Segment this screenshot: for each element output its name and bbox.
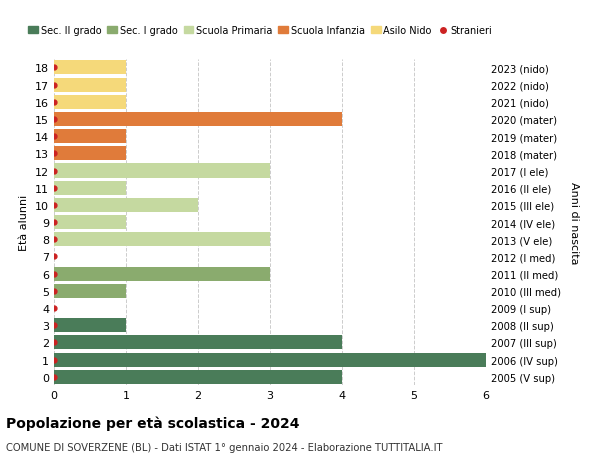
Y-axis label: Età alunni: Età alunni — [19, 195, 29, 251]
Bar — [54, 336, 342, 350]
Bar — [54, 112, 342, 127]
Y-axis label: Anni di nascita: Anni di nascita — [569, 181, 579, 264]
Bar — [54, 267, 270, 281]
Bar — [54, 233, 270, 247]
Text: Popolazione per età scolastica - 2024: Popolazione per età scolastica - 2024 — [6, 415, 299, 430]
Bar — [54, 130, 126, 144]
Bar — [54, 284, 126, 298]
Bar — [54, 61, 126, 75]
Bar — [54, 353, 486, 367]
Bar — [54, 319, 126, 333]
Bar — [54, 198, 198, 213]
Bar — [54, 147, 126, 161]
Bar — [54, 95, 126, 110]
Text: COMUNE DI SOVERZENE (BL) - Dati ISTAT 1° gennaio 2024 - Elaborazione TUTTITALIA.: COMUNE DI SOVERZENE (BL) - Dati ISTAT 1°… — [6, 442, 443, 452]
Bar — [54, 164, 270, 178]
Bar — [54, 370, 342, 384]
Bar — [54, 181, 126, 196]
Bar — [54, 216, 126, 230]
Legend: Sec. II grado, Sec. I grado, Scuola Primaria, Scuola Infanzia, Asilo Nido, Stran: Sec. II grado, Sec. I grado, Scuola Prim… — [25, 22, 496, 40]
Bar — [54, 78, 126, 92]
